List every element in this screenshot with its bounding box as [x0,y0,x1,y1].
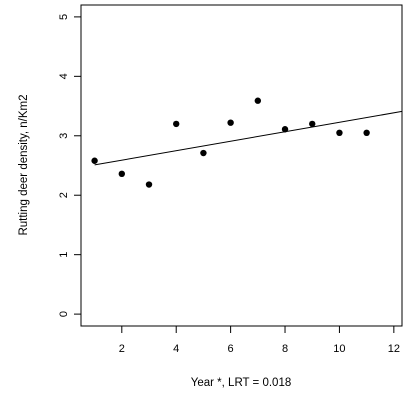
x-tick-label: 4 [173,343,179,355]
y-tick-label: 0 [58,311,70,317]
x-tick-label: 12 [388,343,400,355]
trend-line [94,110,403,166]
y-tick-label: 4 [58,73,70,79]
y-axis: 0 1 2 3 4 5 [58,14,81,317]
data-point [309,120,316,128]
y-tick-label: 2 [58,192,70,198]
data-point [200,149,207,157]
y-tick-label: 3 [58,133,70,139]
data-point [336,129,343,137]
x-axis: 2 4 6 8 10 12 [119,326,400,355]
data-point [145,181,153,188]
data-point [91,157,98,164]
x-axis-label: Year *, LRT = 0.018 [191,377,292,389]
y-axis-label: Rutting deer density, n/Km2 [18,94,30,235]
data-points [91,97,370,188]
y-tick-label: 1 [58,252,70,258]
data-point [281,126,289,133]
data-point [118,170,126,178]
plot-area [80,4,403,327]
data-point [173,120,180,128]
data-point [363,129,370,137]
x-tick-label: 2 [119,343,125,355]
x-tick-label: 8 [282,343,288,355]
data-point [254,97,262,104]
plot-frame [80,4,403,327]
data-point [227,119,234,126]
x-tick-label: 10 [333,343,345,355]
y-tick-label: 5 [58,14,70,20]
x-tick-label: 6 [228,343,234,355]
